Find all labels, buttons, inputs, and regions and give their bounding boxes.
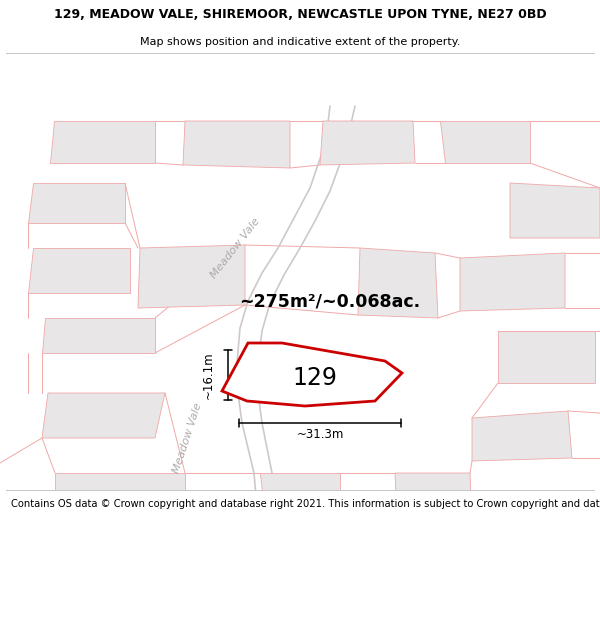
Text: ~275m²/~0.068ac.: ~275m²/~0.068ac.: [239, 292, 421, 310]
Polygon shape: [222, 343, 402, 406]
Polygon shape: [42, 318, 155, 353]
Polygon shape: [320, 121, 415, 165]
Polygon shape: [28, 248, 130, 293]
Text: ~31.3m: ~31.3m: [296, 429, 344, 441]
Text: Contains OS data © Crown copyright and database right 2021. This information is : Contains OS data © Crown copyright and d…: [11, 499, 600, 509]
Polygon shape: [55, 473, 185, 520]
Text: Map shows position and indicative extent of the property.: Map shows position and indicative extent…: [140, 38, 460, 48]
Polygon shape: [183, 121, 290, 168]
Polygon shape: [460, 253, 565, 311]
Polygon shape: [498, 331, 595, 383]
Text: Meadow Vale: Meadow Vale: [208, 216, 262, 280]
Polygon shape: [260, 473, 340, 520]
Polygon shape: [472, 411, 572, 461]
Polygon shape: [358, 248, 438, 318]
Polygon shape: [50, 121, 155, 163]
Text: Meadow Vale: Meadow Vale: [172, 401, 204, 474]
Polygon shape: [440, 121, 530, 163]
Text: ~16.1m: ~16.1m: [202, 351, 215, 399]
Text: 129, MEADOW VALE, SHIREMOOR, NEWCASTLE UPON TYNE, NE27 0BD: 129, MEADOW VALE, SHIREMOOR, NEWCASTLE U…: [53, 8, 547, 21]
Polygon shape: [138, 245, 245, 308]
Text: 129: 129: [293, 366, 337, 390]
Polygon shape: [42, 393, 165, 438]
Polygon shape: [510, 183, 600, 238]
Polygon shape: [395, 473, 472, 520]
Polygon shape: [28, 183, 125, 223]
